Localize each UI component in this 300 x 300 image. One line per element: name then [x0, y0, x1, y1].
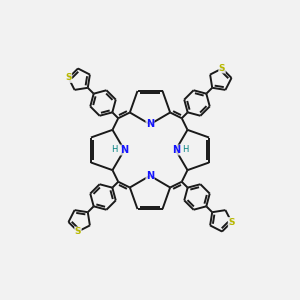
Text: N: N: [146, 119, 154, 129]
Text: S: S: [219, 64, 225, 73]
Text: H: H: [182, 146, 189, 154]
Text: S: S: [65, 74, 72, 82]
Text: N: N: [146, 171, 154, 181]
Text: S: S: [75, 227, 81, 236]
Text: N: N: [172, 145, 180, 155]
Text: N: N: [120, 145, 128, 155]
Text: S: S: [228, 218, 235, 226]
Text: H: H: [111, 146, 118, 154]
